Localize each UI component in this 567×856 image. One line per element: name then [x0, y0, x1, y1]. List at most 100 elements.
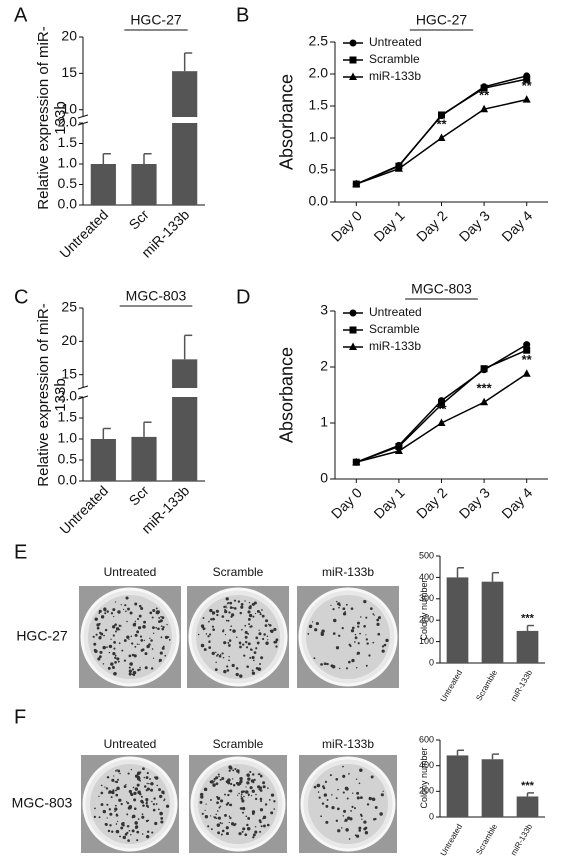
colony-dot — [237, 794, 239, 796]
colony-dot — [239, 611, 243, 615]
colony-dot — [100, 803, 104, 806]
colony-dot — [139, 635, 143, 638]
y-tick-label: 1.0 — [309, 129, 329, 145]
colony-dot — [256, 609, 260, 613]
panel-letter: A — [14, 4, 28, 26]
axis-break — [77, 114, 89, 119]
colony-dot — [130, 793, 134, 797]
y-tick-label: 0.5 — [58, 451, 78, 467]
colony-dot — [126, 635, 130, 639]
colony-dot — [144, 785, 147, 788]
colony-dot — [115, 780, 119, 784]
colony-dot — [273, 808, 276, 810]
colony-dot — [215, 782, 219, 786]
colony-dot — [114, 654, 117, 657]
colony-dot — [118, 642, 121, 645]
colony-dot — [204, 809, 206, 811]
colony-dot — [262, 785, 266, 789]
colony-dot — [320, 663, 323, 666]
legend-marker — [349, 309, 357, 317]
colony-dot — [205, 803, 207, 805]
colony-dot — [245, 815, 248, 818]
row-label: HGC-27 — [16, 628, 68, 644]
colony-dot — [363, 624, 366, 628]
colony-dot — [218, 806, 221, 809]
colony-dot — [121, 822, 125, 826]
colony-dot — [229, 766, 233, 770]
data-point — [352, 179, 361, 188]
colony-dot — [103, 634, 105, 637]
colony-dot — [224, 633, 227, 636]
colony-dot — [249, 605, 252, 608]
colony-dot — [244, 635, 248, 639]
colony-dot — [247, 617, 251, 621]
colony-dot — [216, 801, 219, 805]
colony-dot — [147, 819, 150, 822]
colony-dot — [201, 812, 204, 815]
colony-dot — [314, 628, 318, 632]
colony-dot — [326, 799, 329, 801]
colony-dot — [265, 641, 269, 645]
colony-dot — [166, 623, 168, 626]
panel-letter: D — [236, 286, 250, 308]
colony-dot — [161, 627, 165, 631]
colony-dot — [105, 787, 109, 790]
legend-label: miR-133b — [369, 69, 421, 83]
colony-dot — [120, 826, 124, 830]
colony-dot — [216, 654, 218, 657]
colony-dot — [221, 829, 225, 833]
y-tick-label: 2.0 — [309, 65, 329, 81]
colony-dot — [168, 639, 171, 641]
data-point — [394, 164, 403, 172]
colony-dot — [331, 806, 335, 810]
colony-dot — [259, 786, 263, 790]
significance: ** — [436, 401, 447, 416]
colony-dot — [263, 824, 266, 828]
colony-dot — [232, 784, 236, 787]
colony-dot — [216, 653, 219, 656]
colony-dot — [199, 800, 203, 804]
x-tick-label: Untreated — [439, 823, 464, 856]
colony-dot — [241, 806, 246, 811]
colony-dot — [134, 774, 139, 778]
colony-dot — [360, 616, 362, 618]
colony-dot — [127, 772, 130, 775]
colony-dot — [228, 659, 230, 662]
y-axis-label: Colony number — [418, 579, 429, 641]
colony-dot — [250, 795, 253, 797]
colony-dot — [106, 803, 109, 806]
y-tick-label: 10 — [61, 100, 77, 116]
legend-label: Scramble — [369, 322, 420, 336]
colony-dot — [133, 791, 137, 796]
colony-dot — [231, 778, 234, 780]
colony-dot — [237, 600, 241, 603]
colony-dot — [318, 796, 321, 799]
colony-dot — [332, 608, 335, 611]
colony-dot — [383, 643, 387, 647]
colony-dot — [128, 829, 131, 832]
colony-dot — [266, 823, 270, 827]
colony-dot — [229, 606, 233, 610]
chart-title: HGC-27 — [416, 12, 468, 28]
colony-dot — [237, 771, 240, 774]
colony-dot — [212, 628, 215, 631]
colony-dot — [149, 637, 151, 640]
colony-dot — [104, 609, 107, 612]
colony-dot — [361, 818, 363, 820]
colony-dot — [223, 669, 227, 674]
colony-dot — [364, 831, 369, 835]
colony-dot — [254, 612, 257, 615]
data-point — [438, 111, 445, 119]
colony-dot — [218, 654, 222, 658]
colony-dot — [134, 826, 138, 829]
colony-dot — [145, 819, 149, 823]
colony-dot — [154, 776, 159, 780]
colony-dot — [335, 777, 339, 781]
colony-dot — [267, 787, 269, 789]
colony-dot — [227, 793, 230, 797]
colony-dot — [355, 667, 358, 669]
colony-dot — [248, 642, 250, 644]
y-tick-label: 400 — [419, 572, 434, 582]
colony-dot — [357, 642, 360, 645]
colony-dot — [114, 810, 116, 813]
